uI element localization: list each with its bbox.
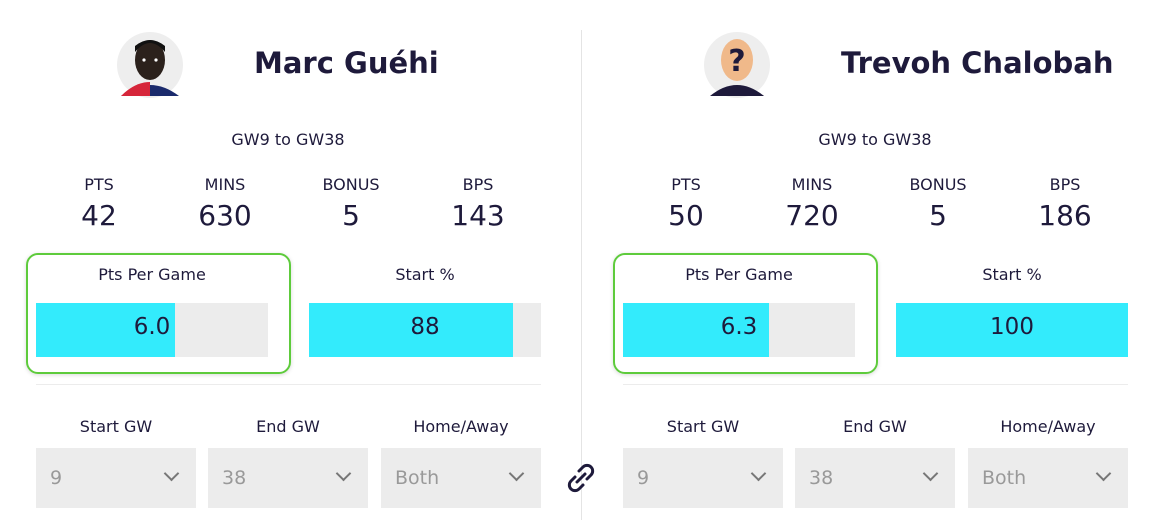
metric-label: Pts Per Game bbox=[685, 265, 793, 284]
bar-value: 88 bbox=[410, 314, 440, 340]
highlight-box bbox=[613, 253, 878, 374]
bar-fill bbox=[36, 303, 176, 357]
dropdown[interactable]: 9 bbox=[36, 448, 196, 508]
svg-text:?: ? bbox=[728, 44, 745, 79]
stat-value: 143 bbox=[451, 199, 505, 232]
stat-label: PTS bbox=[671, 175, 701, 194]
filter-label: Start GW bbox=[666, 417, 740, 436]
dropdown[interactable]: Both bbox=[968, 448, 1128, 508]
metric-label: Start % bbox=[982, 265, 1042, 284]
bar-value: 6.3 bbox=[720, 314, 758, 340]
player-avatar: ? bbox=[704, 32, 770, 98]
dropdown[interactable]: 9 bbox=[623, 448, 783, 508]
player-name: Trevoh Chalobah bbox=[841, 46, 1114, 80]
metric-label: Start % bbox=[395, 265, 455, 284]
stat-label: MINS bbox=[204, 175, 246, 194]
stat-value: 42 bbox=[81, 199, 117, 232]
bar-fill bbox=[623, 303, 770, 357]
stat-value: 5 bbox=[342, 199, 360, 232]
dropdown[interactable]: Both bbox=[381, 448, 541, 508]
dropdown[interactable]: 38 bbox=[795, 448, 955, 508]
date-range: GW9 to GW38 bbox=[818, 130, 932, 149]
highlight-box bbox=[26, 253, 291, 374]
stat-label: BONUS bbox=[909, 175, 967, 194]
filter-label: Home/Away bbox=[1000, 417, 1096, 436]
stat-label: BPS bbox=[462, 175, 494, 194]
stat-value: 50 bbox=[668, 199, 704, 232]
stat-value: 186 bbox=[1038, 199, 1092, 232]
bar-fill bbox=[309, 303, 514, 357]
player-avatar bbox=[117, 32, 183, 98]
bar-value: 100 bbox=[990, 314, 1034, 340]
bar-fill bbox=[896, 303, 1128, 357]
stat-label: BPS bbox=[1049, 175, 1081, 194]
stat-value: 630 bbox=[198, 199, 252, 232]
filter-label: Start GW bbox=[79, 417, 153, 436]
stat-label: BONUS bbox=[322, 175, 380, 194]
filter-label: End GW bbox=[256, 417, 320, 436]
date-range: GW9 to GW38 bbox=[231, 130, 345, 149]
stat-value: 5 bbox=[929, 199, 947, 232]
divider bbox=[581, 30, 582, 520]
stat-value: 720 bbox=[785, 199, 839, 232]
player-name: Marc Guéhi bbox=[254, 46, 439, 80]
metric-label: Pts Per Game bbox=[98, 265, 206, 284]
filter-label: End GW bbox=[843, 417, 907, 436]
separator bbox=[623, 384, 1128, 385]
separator bbox=[36, 384, 541, 385]
dropdown[interactable]: 38 bbox=[208, 448, 368, 508]
link-icon[interactable] bbox=[564, 461, 598, 495]
stat-label: MINS bbox=[791, 175, 833, 194]
filter-label: Home/Away bbox=[413, 417, 509, 436]
bar-value: 6.0 bbox=[133, 314, 171, 340]
stat-label: PTS bbox=[84, 175, 114, 194]
